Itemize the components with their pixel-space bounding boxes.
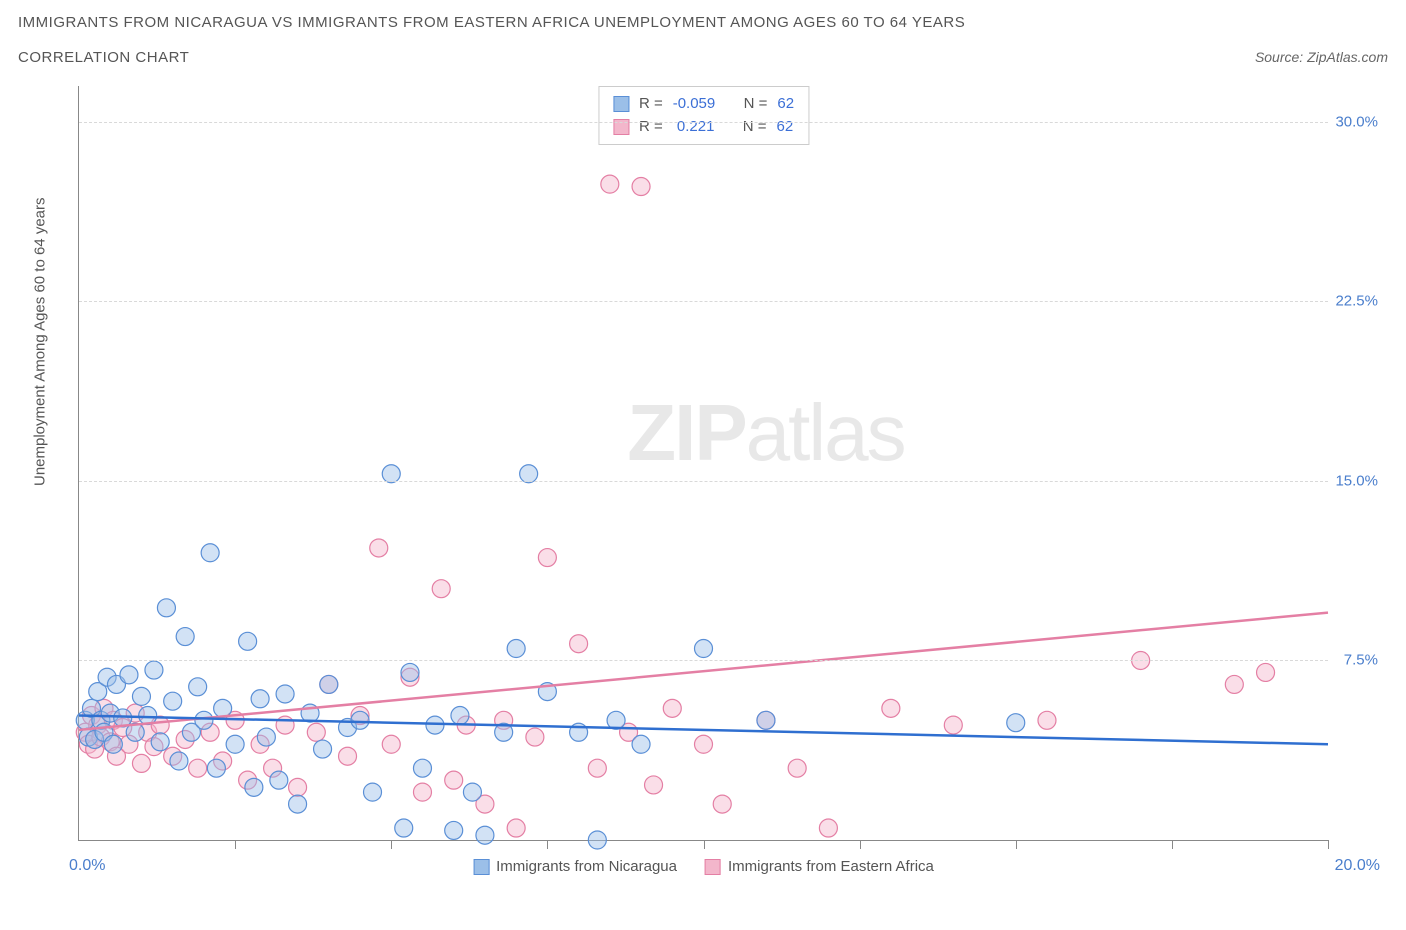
r-value-eastern-africa: 0.221 <box>673 116 715 139</box>
stats-row-eastern-africa: R = 0.221 N = 62 <box>613 116 794 139</box>
x-axis-min-label: 0.0% <box>69 857 105 875</box>
regression-line-nicaragua <box>79 716 1328 745</box>
chart-subtitle: Correlation Chart <box>18 49 189 66</box>
y-tick-label: 30.0% <box>1335 113 1384 130</box>
r-label: R = <box>639 93 663 116</box>
legend-item-eastern-africa: Immigrants from Eastern Africa <box>705 858 934 875</box>
chart-title: Immigrants from Nicaragua vs Immigrants … <box>18 14 1388 31</box>
regression-line-eastern-africa <box>79 613 1328 730</box>
n-value-eastern-africa: 62 <box>777 116 794 139</box>
source-label: Source: ZipAtlas.com <box>1255 49 1388 65</box>
plot-area: ZIPatlas R = -0.059 N = 62 R = 0.221 N =… <box>78 86 1328 841</box>
stats-row-nicaragua: R = -0.059 N = 62 <box>613 93 794 116</box>
legend-label-nicaragua: Immigrants from Nicaragua <box>496 858 677 875</box>
regression-lines-layer <box>79 86 1328 840</box>
y-tick-label: 15.0% <box>1335 472 1384 489</box>
legend-swatch-eastern-africa <box>705 859 721 875</box>
n-value-nicaragua: 62 <box>777 93 794 116</box>
stats-swatch-nicaragua <box>613 96 629 112</box>
n-label: N = <box>744 93 768 116</box>
subtitle-row: Correlation Chart Source: ZipAtlas.com <box>18 49 1388 66</box>
legend-item-nicaragua: Immigrants from Nicaragua <box>473 858 677 875</box>
r-label: R = <box>639 116 663 139</box>
x-axis-max-label: 20.0% <box>1335 857 1380 875</box>
legend-label-eastern-africa: Immigrants from Eastern Africa <box>728 858 934 875</box>
y-axis-label: Unemployment Among Ages 60 to 64 years <box>32 197 49 486</box>
chart-wrapper: Unemployment Among Ages 60 to 64 years Z… <box>18 76 1388 896</box>
y-tick-label: 22.5% <box>1335 293 1384 310</box>
r-value-nicaragua: -0.059 <box>673 93 716 116</box>
bottom-legend: Immigrants from Nicaragua Immigrants fro… <box>473 858 934 875</box>
n-label: N = <box>743 116 767 139</box>
stats-box: R = -0.059 N = 62 R = 0.221 N = 62 <box>598 86 809 145</box>
y-tick-label: 7.5% <box>1344 652 1384 669</box>
legend-swatch-nicaragua <box>473 859 489 875</box>
